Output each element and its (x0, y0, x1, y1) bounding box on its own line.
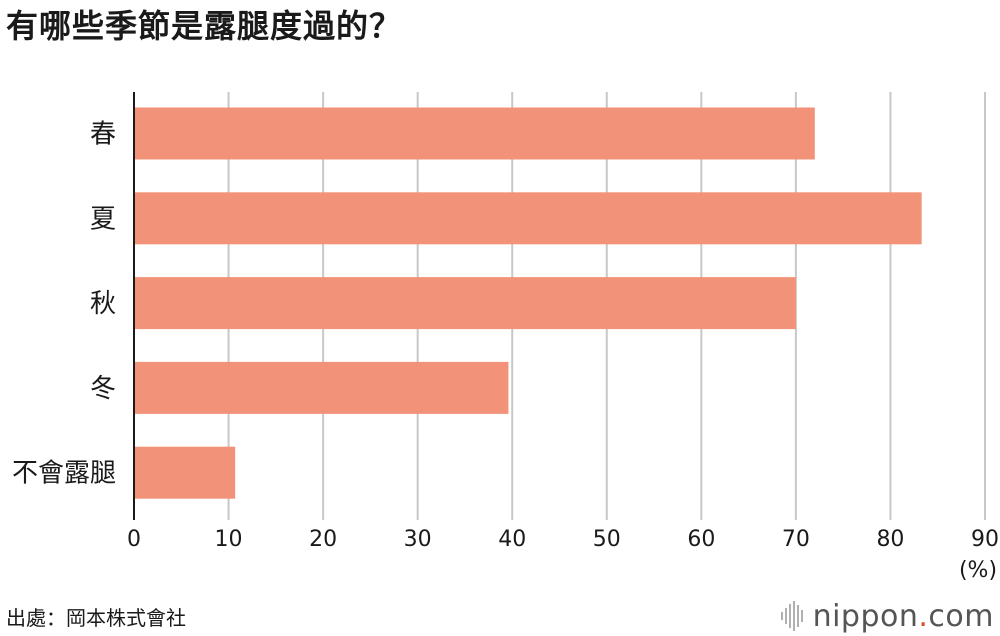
x-axis-unit: (%) (959, 558, 997, 583)
category-label: 不會露腿 (12, 459, 116, 489)
x-tick-label: 30 (404, 527, 432, 552)
category-label: 秋 (90, 289, 116, 319)
chart-title: 有哪些季節是露腿度過的？ (6, 7, 403, 45)
x-tick-label: 20 (309, 527, 337, 552)
category-label: 夏 (90, 204, 116, 234)
x-tick-label: 10 (215, 527, 243, 552)
x-tick-label: 70 (782, 527, 810, 552)
x-tick-label: 0 (127, 527, 141, 552)
sound-wave-icon (780, 601, 803, 631)
bars (134, 107, 922, 499)
bar (134, 277, 796, 330)
x-tick-labels: 0 10 20 30 40 50 60 70 80 90 (127, 527, 999, 552)
category-label: 冬 (90, 374, 116, 404)
bar (134, 192, 922, 245)
nippon-logo: nippon.com (780, 596, 994, 636)
source-note: 出處：岡本株式會社 (6, 606, 186, 630)
category-label: 春 (90, 120, 116, 150)
bar (134, 446, 236, 499)
bar (134, 361, 509, 414)
logo-dot: . (918, 598, 929, 634)
bar (134, 107, 815, 160)
x-tick-label: 80 (876, 527, 904, 552)
logo-name: nippon (812, 598, 919, 634)
logo-text: nippon.com (813, 599, 994, 634)
x-tick-label: 50 (593, 527, 621, 552)
x-tick-label: 40 (498, 527, 526, 552)
x-tick-label: 90 (971, 527, 999, 552)
x-tick-label: 60 (687, 527, 715, 552)
logo-tld: com (928, 598, 994, 634)
